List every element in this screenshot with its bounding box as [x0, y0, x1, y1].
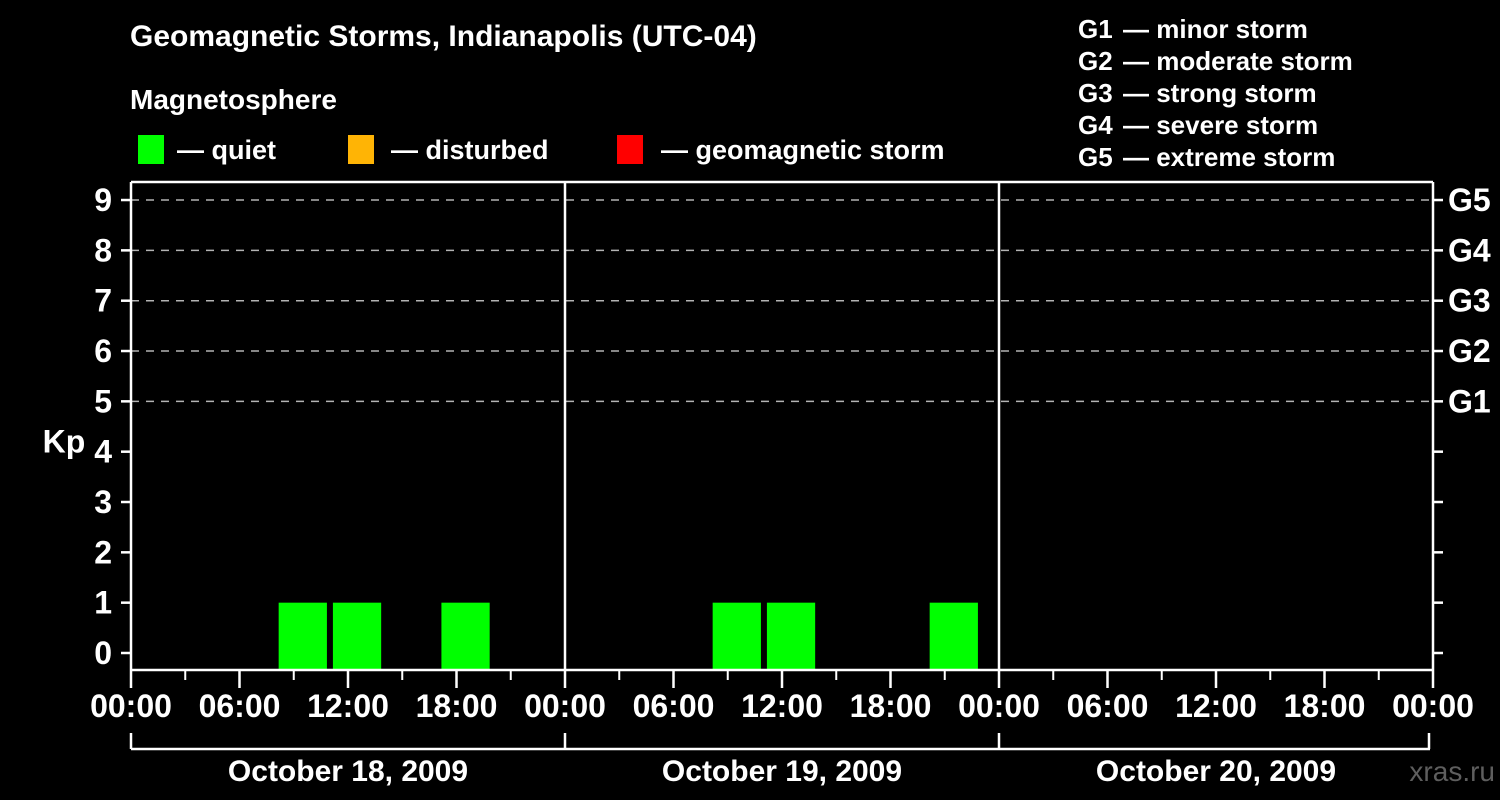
y-tick-label: 4 [94, 434, 112, 470]
kp-bar [441, 602, 490, 669]
y-tick-label: 2 [94, 534, 112, 570]
g-level-label: G2 [1448, 333, 1491, 369]
g-scale-legend: G1 — minor storm G2 — moderate storm G3 — s… [1078, 13, 1353, 173]
g-scale-row: G3 — strong storm [1078, 77, 1353, 109]
g-scale-row: G1 — minor storm [1078, 13, 1353, 45]
kp-bar [766, 602, 816, 669]
g-scale-row: G2 — moderate storm [1078, 45, 1353, 77]
g-level-label: G4 [1448, 232, 1491, 268]
g1-description: — minor storm [1123, 14, 1308, 44]
g3-description: — strong storm [1123, 78, 1317, 108]
y-tick-label: 0 [94, 635, 112, 671]
x-tick-label: 00:00 [524, 688, 606, 724]
x-tick-label: 06:00 [199, 688, 281, 724]
page-title: Geomagnetic Storms, Indianapolis (UTC-04… [130, 20, 757, 53]
storm-swatch-icon [617, 135, 643, 164]
y-tick-label: 9 [94, 182, 112, 218]
g-level-label: G3 [1448, 283, 1491, 319]
g2-description: — moderate storm [1123, 46, 1353, 76]
date-label: October 20, 2009 [1096, 755, 1336, 788]
disturbed-swatch-icon [348, 135, 374, 164]
y-axis-title: Kp [43, 424, 86, 460]
y-tick-label: 5 [94, 383, 112, 419]
y-tick-label: 3 [94, 484, 112, 520]
y-tick-label: 7 [94, 283, 112, 319]
g5-description: — extreme storm [1123, 142, 1336, 172]
x-tick-label: 18:00 [416, 688, 498, 724]
g1-code: G1 [1078, 14, 1113, 44]
quiet-legend-label: — quiet [177, 135, 276, 165]
x-tick-label: 12:00 [1175, 688, 1257, 724]
x-tick-label: 06:00 [1067, 688, 1149, 724]
y-tick-label: 8 [94, 232, 112, 268]
x-tick-label: 18:00 [1284, 688, 1366, 724]
y-tick-label: 6 [94, 333, 112, 369]
g2-code: G2 [1078, 46, 1113, 76]
g5-code: G5 [1078, 142, 1113, 172]
x-tick-label: 00:00 [90, 688, 172, 724]
kp-bar [332, 602, 382, 669]
g-scale-row: G5 — extreme storm [1078, 141, 1353, 173]
g3-code: G3 [1078, 78, 1113, 108]
g-level-label: G1 [1448, 383, 1491, 419]
x-tick-label: 06:00 [633, 688, 715, 724]
kp-bar [278, 602, 327, 669]
g-level-label: G5 [1448, 182, 1491, 218]
g4-code: G4 [1078, 110, 1113, 140]
date-label: October 19, 2009 [662, 755, 902, 788]
x-tick-label: 00:00 [958, 688, 1040, 724]
disturbed-legend-label: — disturbed [391, 135, 549, 165]
kp-bar [929, 602, 978, 669]
xras-watermark: xras.ru [1409, 756, 1495, 787]
x-tick-label: 12:00 [307, 688, 389, 724]
magnetosphere-label: Magnetosphere [130, 84, 337, 115]
storm-legend-label: — geomagnetic storm [661, 135, 945, 165]
x-tick-label: 12:00 [741, 688, 823, 724]
x-tick-label: 00:00 [1392, 688, 1474, 724]
y-tick-label: 1 [94, 585, 112, 621]
g4-description: — severe storm [1123, 110, 1319, 140]
g-scale-row: G4 — severe storm [1078, 109, 1353, 141]
quiet-swatch-icon [138, 135, 164, 164]
x-tick-label: 18:00 [850, 688, 932, 724]
date-label: October 18, 2009 [228, 755, 468, 788]
kp-bar [712, 602, 761, 669]
